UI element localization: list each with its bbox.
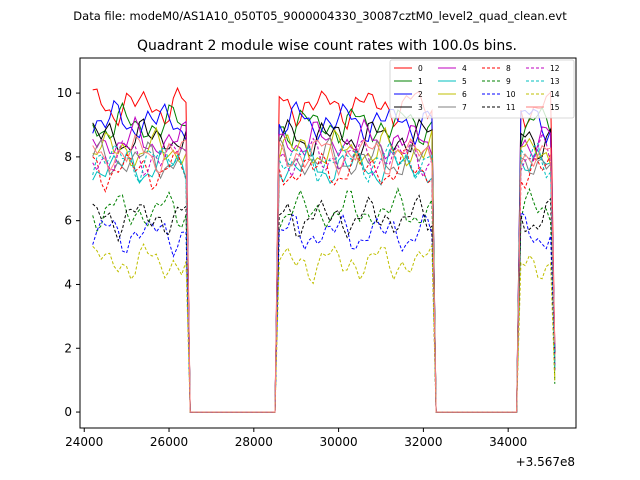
series-line-5: [92, 143, 556, 413]
series-line-0: [92, 86, 556, 413]
series-line-7: [92, 135, 556, 413]
legend-label-9: 9: [506, 77, 511, 86]
legend-label-6: 6: [462, 90, 467, 99]
legend-label-15: 15: [550, 103, 560, 112]
y-tick-label: 6: [64, 214, 72, 228]
series-line-11: [92, 194, 556, 413]
legend-label-5: 5: [462, 77, 467, 86]
plot-frame: [79, 57, 577, 429]
legend-label-11: 11: [506, 103, 516, 112]
legend-label-3: 3: [418, 103, 423, 112]
legend-box: [389, 59, 575, 119]
y-tick-label: 0: [64, 405, 72, 419]
series-line-10: [92, 211, 556, 413]
y-tick-label: 10: [57, 86, 72, 100]
legend-label-12: 12: [550, 64, 560, 73]
y-tick-label: 2: [64, 341, 72, 355]
x-tick-label: 28000: [235, 435, 273, 449]
y-tick-label: 8: [64, 150, 72, 164]
series-line-12: [92, 132, 556, 413]
legend-label-2: 2: [418, 90, 423, 99]
legend-label-10: 10: [506, 90, 516, 99]
chart-title: Quadrant 2 module wise count rates with …: [137, 38, 517, 54]
series-line-6: [92, 126, 556, 413]
x-tick-label: 32000: [404, 435, 442, 449]
x-tick-label: 30000: [320, 435, 358, 449]
series-line-15: [92, 133, 556, 413]
legend-label-7: 7: [462, 103, 467, 112]
chart-suptitle: Data file: modeM0/AS1A10_050T05_90000043…: [73, 9, 567, 23]
x-axis-ticks: 24000 26000 28000 30000 32000 34000: [65, 428, 527, 449]
series-line-8: [92, 148, 556, 413]
x-tick-label: 34000: [489, 435, 527, 449]
legend-label-13: 13: [550, 77, 560, 86]
legend-label-14: 14: [550, 90, 560, 99]
x-tick-label: 24000: [65, 435, 103, 449]
x-tick-label: 26000: [150, 435, 188, 449]
x-offset-label: +3.567e8: [516, 455, 575, 469]
series-line-13: [92, 141, 556, 413]
legend-label-0: 0: [418, 64, 423, 73]
series-line-3: [92, 118, 556, 413]
series-line-14: [92, 242, 556, 413]
legend-label-1: 1: [418, 77, 423, 86]
y-tick-label: 4: [64, 277, 72, 291]
plot-lines: [92, 86, 556, 413]
y-axis-ticks: 0 2 4 6 8 10: [57, 86, 80, 419]
legend-label-8: 8: [506, 64, 511, 73]
legend-label-4: 4: [462, 64, 467, 73]
